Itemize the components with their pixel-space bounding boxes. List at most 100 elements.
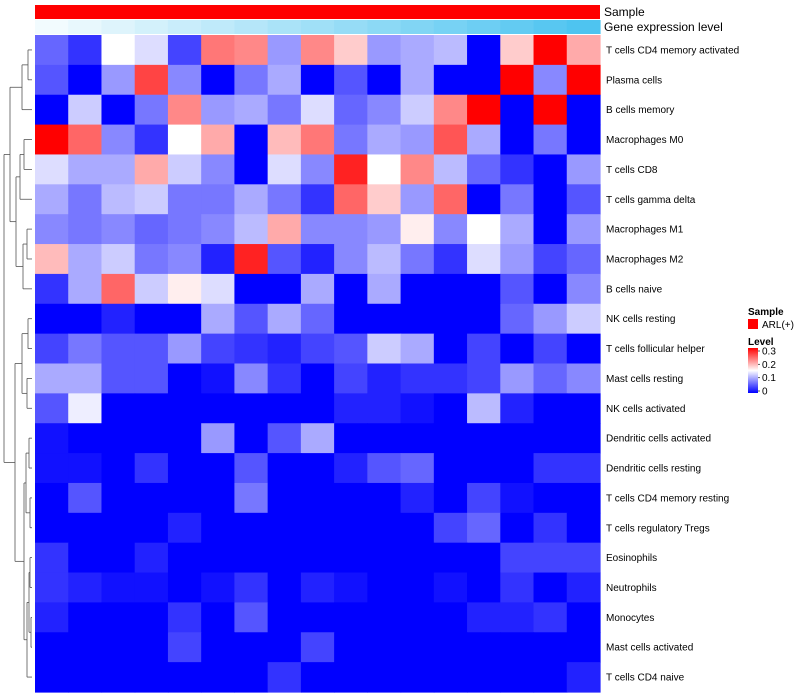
heatmap-cell [267, 393, 302, 424]
row-label: Dendritic cells activated [606, 434, 711, 445]
heatmap-cell [300, 423, 335, 454]
heatmap-cell [533, 64, 568, 96]
gene-expression-annotation-cell [400, 20, 435, 34]
heatmap-cell [533, 214, 568, 245]
heatmap-cell [101, 184, 136, 215]
heatmap-cell [433, 214, 468, 245]
heatmap-cell [68, 662, 103, 693]
heatmap-cell [500, 453, 535, 484]
heatmap-cell [35, 423, 69, 454]
heatmap-cell [334, 64, 368, 96]
heatmap-cell [367, 244, 402, 275]
heatmap-cell [566, 572, 601, 604]
heatmap-cell [201, 662, 236, 693]
heatmap-cell [201, 423, 236, 454]
heatmap-cell [234, 602, 269, 633]
heatmap-cell [234, 333, 269, 365]
heatmap-cell [101, 303, 136, 335]
row-label: Eosinophils [606, 553, 657, 564]
heatmap-cell [267, 124, 302, 156]
row-label: T cells CD8 [606, 165, 658, 176]
heatmap-cell [35, 64, 69, 96]
heatmap-cell [367, 273, 402, 305]
heatmap-cell [300, 303, 335, 335]
heatmap-cell [35, 393, 69, 424]
heatmap-cell [566, 333, 601, 365]
heatmap-cell [533, 154, 568, 185]
heatmap-cell [433, 572, 468, 604]
heatmap-cell [234, 214, 269, 245]
heatmap-cell [101, 542, 136, 574]
heatmap-cell [35, 453, 69, 484]
heatmap-cell [367, 154, 402, 185]
heatmap-cell [267, 35, 302, 66]
heatmap-cell [35, 184, 69, 215]
heatmap-cell [201, 572, 236, 604]
heatmap-cell [35, 572, 69, 604]
heatmap-cell [267, 602, 302, 633]
heatmap-cell [134, 363, 169, 394]
heatmap-cell [35, 35, 69, 66]
heatmap-cell [267, 632, 302, 663]
heatmap-cell [533, 124, 568, 156]
heatmap-cell [400, 363, 435, 394]
heatmap-cell [300, 184, 335, 215]
heatmap-cell [68, 542, 103, 574]
heatmap-cell [566, 244, 601, 275]
heatmap-cell [68, 94, 103, 126]
heatmap-cell [201, 482, 236, 514]
heatmap-cell [433, 333, 468, 365]
heatmap-cell [101, 273, 136, 305]
heatmap-cell [234, 64, 269, 96]
heatmap-cell [134, 64, 169, 96]
heatmap-cell [134, 124, 169, 156]
heatmap-cell [533, 184, 568, 215]
heatmap-cell [201, 632, 236, 663]
heatmap-cell [68, 423, 103, 454]
legend-level-tick-label: 0.2 [762, 360, 776, 371]
heatmap-cell [267, 154, 302, 185]
heatmap-cell [267, 214, 302, 245]
heatmap-cell [566, 453, 601, 484]
heatmap-cell [400, 482, 435, 514]
heatmap-cell [300, 94, 335, 126]
heatmap-cell [134, 662, 169, 693]
heatmap-cell [234, 393, 269, 424]
heatmap-cell [533, 453, 568, 484]
heatmap-cell [500, 154, 535, 185]
heatmap-cell [167, 273, 202, 305]
row-label: NK cells resting [606, 314, 675, 325]
heatmap-cell [334, 662, 368, 693]
heatmap-cell [201, 602, 236, 633]
heatmap-cell [68, 453, 103, 484]
heatmap-cell [68, 363, 103, 394]
heatmap-cell [267, 184, 302, 215]
heatmap-cell [167, 303, 202, 335]
heatmap-cell [201, 244, 236, 275]
heatmap-cell [367, 333, 402, 365]
heatmap-cell [566, 94, 601, 126]
heatmap-cell [433, 244, 468, 275]
heatmap-cell [267, 244, 302, 275]
heatmap-cell [400, 35, 435, 66]
legend-level-ticks: 0.3 0.2 0.1 0 [758, 347, 776, 398]
heatmap-cell [234, 154, 269, 185]
heatmap-cell [300, 393, 335, 424]
heatmap-cell [500, 244, 535, 275]
heatmap-cell [367, 363, 402, 394]
row-label: Neutrophils [606, 583, 657, 594]
heatmap-cell [533, 662, 568, 693]
heatmap-cell [300, 482, 335, 514]
legend-sample-entry: ARL(+) [762, 320, 794, 331]
heatmap-cell [400, 572, 435, 604]
heatmap-cell [300, 572, 335, 604]
gene-expression-annotation-cell [101, 20, 136, 34]
heatmap-cell [367, 512, 402, 544]
heatmap-cell [201, 214, 236, 245]
heatmap-cell [566, 64, 601, 96]
heatmap-cell [35, 333, 69, 365]
heatmap-cell [68, 184, 103, 215]
heatmap-cell [433, 482, 468, 514]
heatmap-cell [500, 273, 535, 305]
heatmap-cell [234, 303, 269, 335]
